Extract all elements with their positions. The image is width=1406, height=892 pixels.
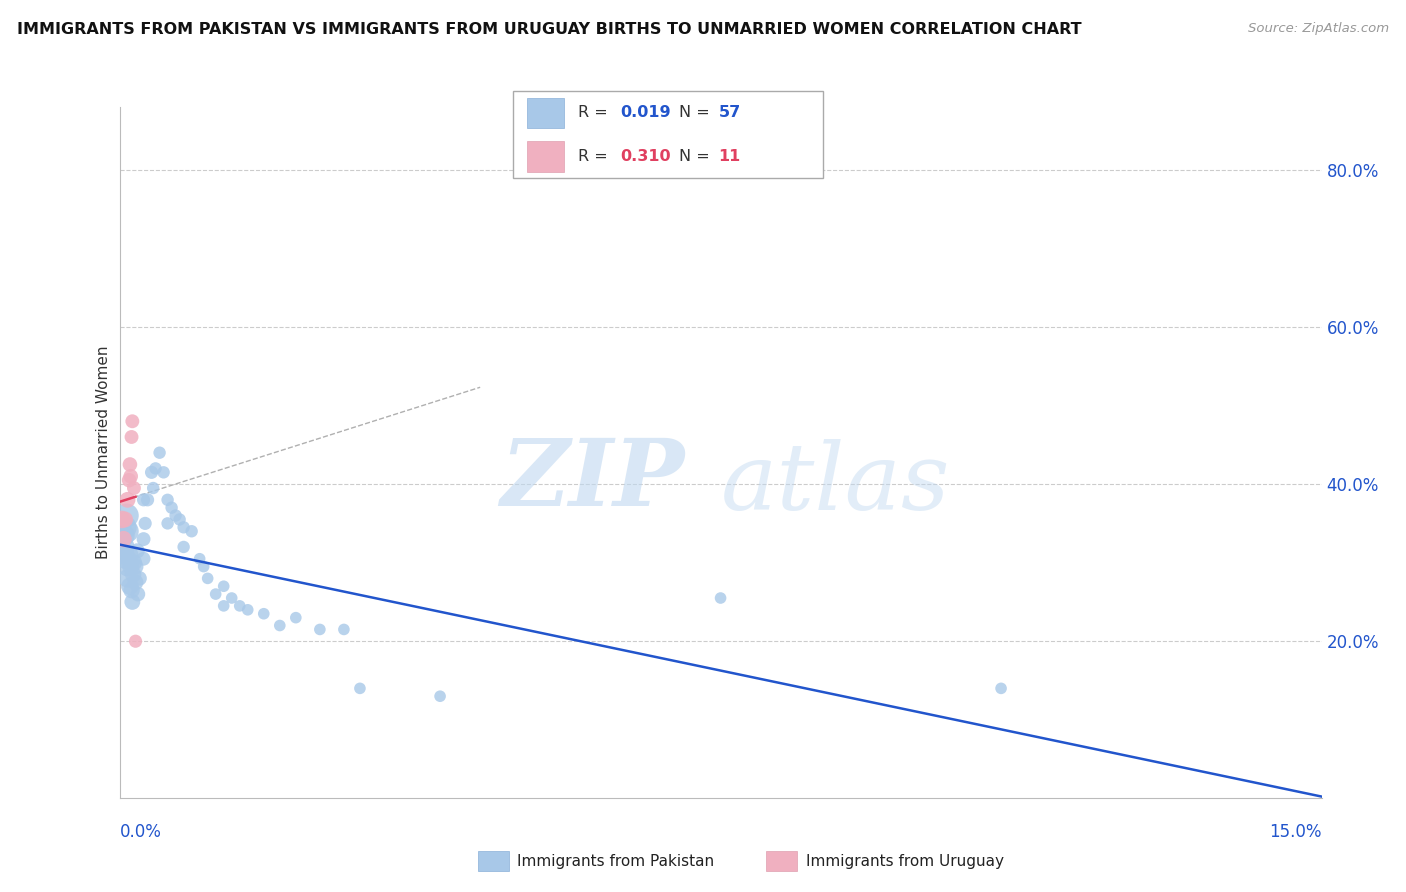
Point [429,690,451,704]
Point [228,599,252,613]
Point [122,556,145,570]
Point [121,430,143,444]
Point [990,681,1012,696]
Point [152,466,174,480]
Point [122,481,145,495]
Text: ZIP: ZIP [501,435,685,525]
Point [124,559,146,574]
Point [132,492,155,507]
Point [349,681,371,696]
Point [236,603,259,617]
Point [121,583,143,598]
Point [204,587,226,601]
Point [132,532,155,546]
Point [112,540,135,554]
Text: N =: N = [679,105,716,120]
Point [111,512,134,526]
Point [112,548,135,562]
Text: R =: R = [578,149,613,164]
Point [156,516,179,531]
Text: 0.019: 0.019 [620,105,671,120]
Point [114,512,136,526]
Point [124,575,146,590]
Text: 0.0%: 0.0% [120,822,162,840]
Point [117,571,139,585]
Point [121,595,143,609]
Point [173,540,195,554]
Text: 57: 57 [718,105,741,120]
Point [212,579,235,593]
Point [149,445,172,460]
Point [197,571,219,585]
Point [114,520,136,534]
Point [118,458,141,472]
Point [112,532,135,546]
Point [141,466,163,480]
Point [136,492,159,507]
Text: 15.0%: 15.0% [1270,822,1322,840]
Point [212,599,235,613]
Point [117,492,139,507]
Y-axis label: Births to Unmarried Women: Births to Unmarried Women [96,346,111,559]
Point [124,634,146,648]
Point [120,469,142,483]
Point [118,579,141,593]
Text: R =: R = [578,105,613,120]
Point [115,508,138,523]
Text: Immigrants from Uruguay: Immigrants from Uruguay [806,855,1004,869]
Point [269,618,291,632]
Point [253,607,276,621]
Point [127,544,149,558]
Text: 0.310: 0.310 [620,149,671,164]
Text: N =: N = [679,149,716,164]
Point [118,548,141,562]
Point [134,516,156,531]
Text: Source: ZipAtlas.com: Source: ZipAtlas.com [1249,22,1389,36]
Point [173,520,195,534]
Point [169,512,191,526]
Point [188,551,211,566]
Point [165,508,187,523]
Text: Immigrants from Pakistan: Immigrants from Pakistan [517,855,714,869]
Point [156,492,179,507]
Text: atlas: atlas [720,439,950,529]
Point [142,481,165,495]
Point [122,567,145,582]
Point [128,571,150,585]
Point [333,623,356,637]
Point [117,559,139,574]
Point [111,528,134,542]
Point [160,500,183,515]
Point [118,473,141,487]
Point [145,461,167,475]
Text: 11: 11 [718,149,741,164]
Point [115,551,138,566]
Point [121,414,143,428]
Point [221,591,243,605]
Point [120,559,142,574]
Point [309,623,332,637]
Point [127,587,149,601]
Point [284,610,307,624]
Text: IMMIGRANTS FROM PAKISTAN VS IMMIGRANTS FROM URUGUAY BIRTHS TO UNMARRIED WOMEN CO: IMMIGRANTS FROM PAKISTAN VS IMMIGRANTS F… [17,22,1081,37]
Point [132,551,155,566]
Point [117,524,139,539]
Point [180,524,202,539]
Point [709,591,731,605]
Point [193,559,215,574]
